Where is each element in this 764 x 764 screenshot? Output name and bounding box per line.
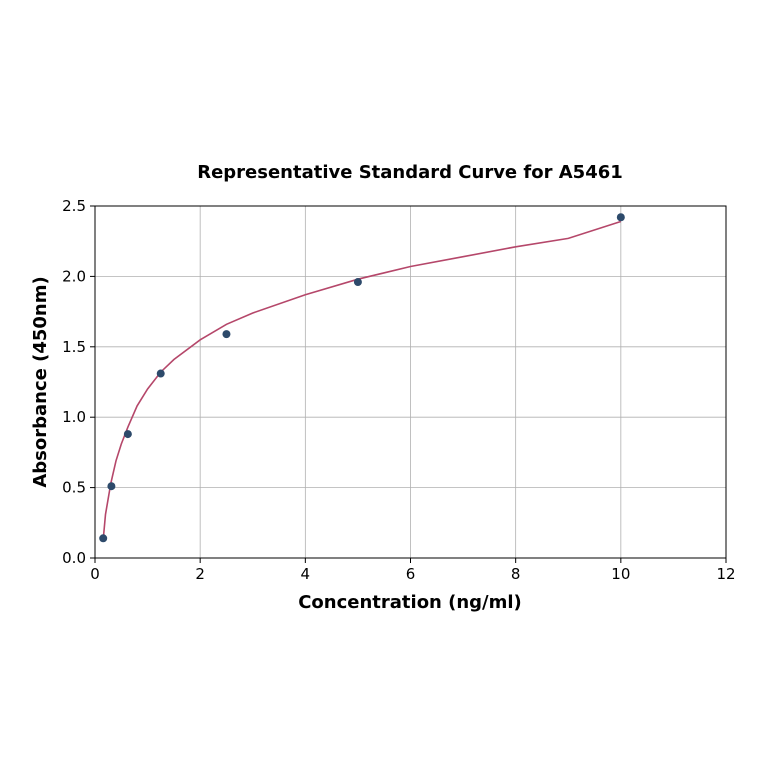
fit-curve-line xyxy=(102,220,622,540)
data-point xyxy=(123,430,132,439)
data-point xyxy=(156,369,165,378)
x-tick-label: 4 xyxy=(301,565,311,583)
y-tick-label: 2.0 xyxy=(62,267,86,285)
data-point xyxy=(99,534,108,543)
y-tick-label: 0.5 xyxy=(62,479,86,497)
x-axis-label: Concentration (ng/ml) xyxy=(298,592,522,613)
x-tick-label: 10 xyxy=(611,565,630,583)
y-tick-label: 1.0 xyxy=(62,408,86,426)
x-tick-label: 8 xyxy=(511,565,521,583)
data-point xyxy=(107,482,116,491)
data-points-layer xyxy=(99,213,625,543)
y-axis-label: Absorbance (450nm) xyxy=(30,276,51,487)
y-tick-label: 0.0 xyxy=(62,549,86,567)
x-tick-label: 6 xyxy=(406,565,416,583)
y-tick-label: 1.5 xyxy=(62,338,86,356)
x-tick-label: 2 xyxy=(195,565,205,583)
data-point xyxy=(616,213,625,222)
fit-curve-layer xyxy=(102,220,622,540)
y-tick-label: 2.5 xyxy=(62,197,86,215)
x-tick-label: 12 xyxy=(716,565,735,583)
chart-title: Representative Standard Curve for A5461 xyxy=(197,162,623,183)
x-tick-label: 0 xyxy=(90,565,100,583)
data-point xyxy=(222,330,231,339)
grid-lines xyxy=(94,205,727,559)
axis-ticks: 0 2 4 6 8 10 12 0.0 0.5 1.0 1.5 2.0 2.5 xyxy=(62,197,735,583)
data-point xyxy=(353,278,362,287)
